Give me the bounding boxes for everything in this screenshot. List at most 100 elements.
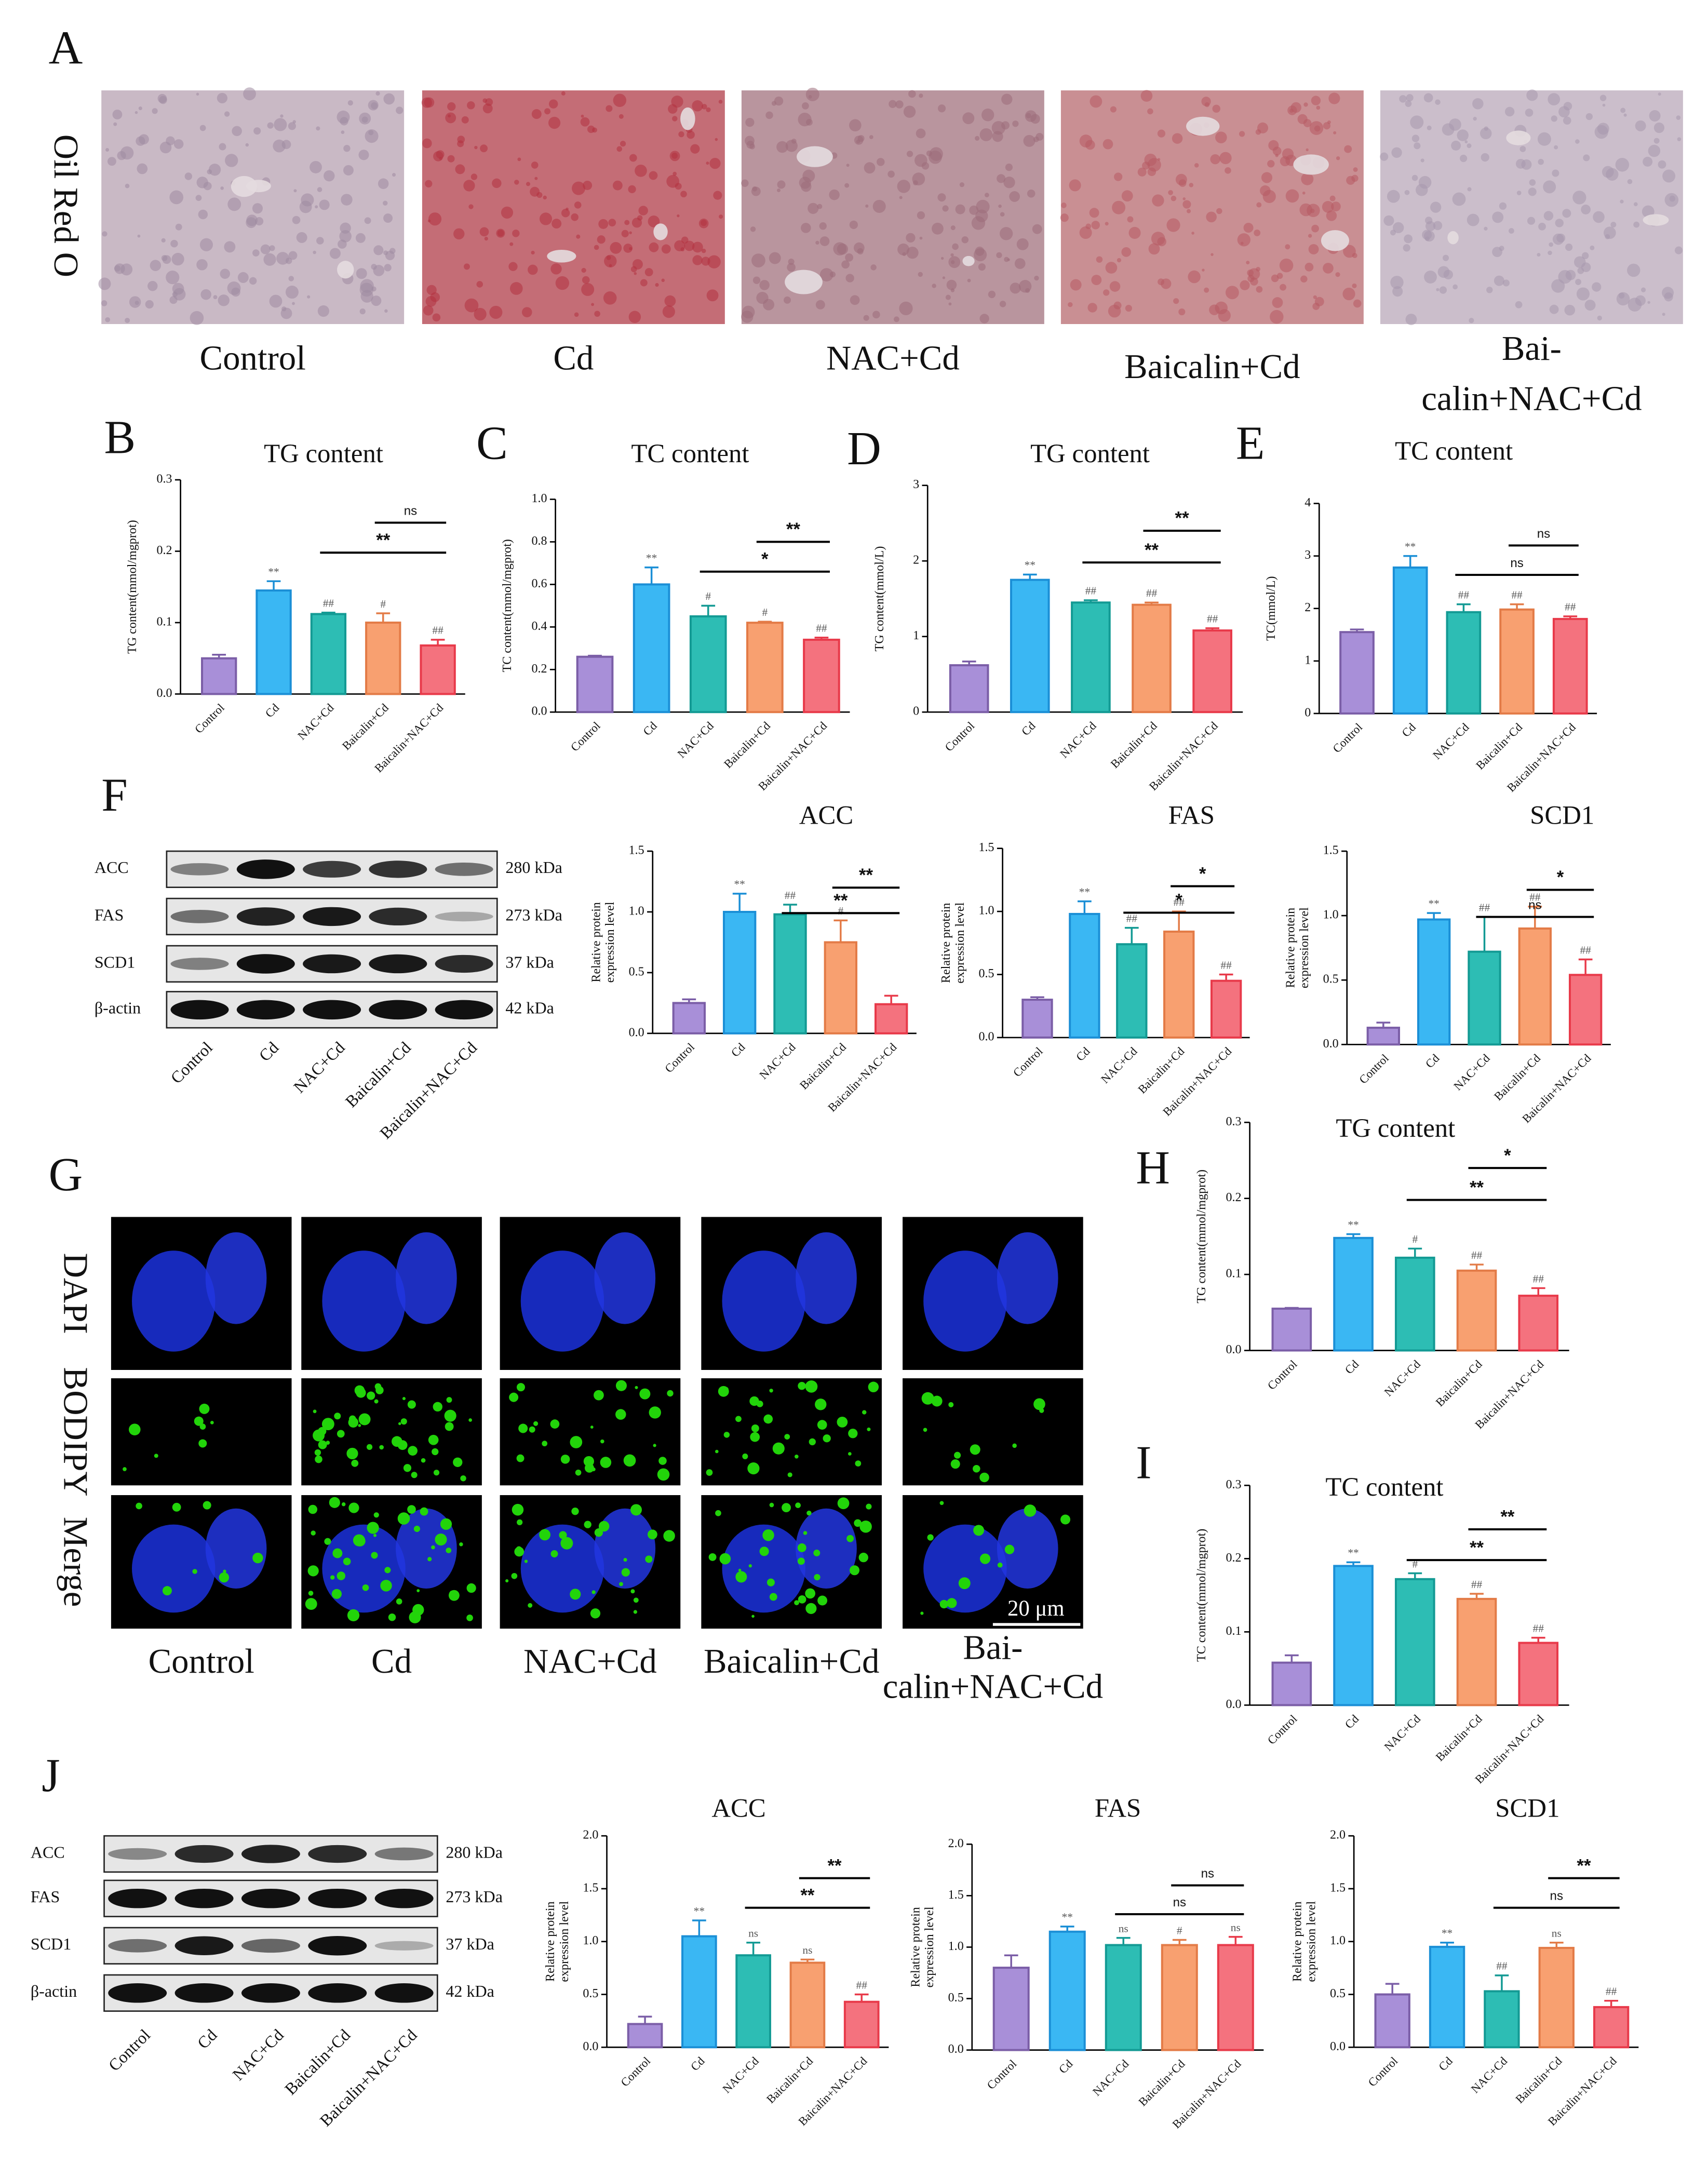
tissue-texture <box>603 291 617 305</box>
tissue-texture <box>310 160 322 173</box>
y-axis-label: TG content(mmol/mgprot) <box>126 520 139 654</box>
x-tick-label: Cd <box>263 701 282 720</box>
tissue-texture <box>1178 308 1186 316</box>
tissue-texture <box>1424 271 1437 284</box>
significance-label: ## <box>323 597 334 610</box>
tissue-texture <box>1257 122 1269 133</box>
tissue-texture <box>427 219 431 223</box>
bar <box>1069 912 1100 1039</box>
lipid-droplet <box>867 1427 871 1431</box>
lipid-droplet <box>314 1449 321 1456</box>
tissue-texture <box>1147 108 1153 115</box>
lipid-droplet <box>973 1464 980 1473</box>
tissue-texture <box>396 106 404 114</box>
tissue-texture <box>932 222 944 235</box>
tissue-texture <box>129 296 141 308</box>
lipid-droplet <box>766 1578 775 1587</box>
lipid-droplet <box>136 1502 142 1510</box>
tissue-texture <box>249 277 257 285</box>
tissue-texture <box>1191 232 1194 235</box>
y-tick-label: 0.1 <box>1226 1267 1241 1281</box>
tissue-texture <box>113 122 117 126</box>
y-tick-label: 0.0 <box>1226 1698 1241 1711</box>
tissue-texture <box>1178 179 1187 187</box>
tissue-texture <box>196 92 199 96</box>
tissue-texture <box>1256 286 1263 293</box>
tissue-texture <box>184 172 193 180</box>
nucleus <box>322 1251 406 1352</box>
comparison-label: * <box>1504 1146 1511 1166</box>
comparison-label: ** <box>1500 1508 1515 1527</box>
tissue-texture <box>107 157 116 166</box>
x-tick-label: Control <box>1265 1712 1300 1747</box>
tissue-texture <box>1430 201 1442 213</box>
tissue-texture <box>464 263 470 270</box>
tissue-texture <box>1443 254 1449 261</box>
tissue-texture <box>1648 144 1661 157</box>
lipid-droplet <box>658 1470 666 1478</box>
blot-band <box>303 861 361 878</box>
y-axis-label: expression level <box>953 903 967 984</box>
bar <box>803 638 840 714</box>
tissue-texture <box>819 236 830 246</box>
tissue-texture <box>706 162 709 165</box>
lipid-droplet <box>367 1522 379 1534</box>
vessel <box>1293 154 1329 175</box>
tissue-texture <box>120 146 134 160</box>
tissue-texture <box>371 286 376 292</box>
y-axis-label: TC content(mmol/mgprot) <box>501 539 514 672</box>
comparison-label: ** <box>833 891 848 911</box>
comparison-label: ** <box>1577 1856 1591 1876</box>
significance-label: ## <box>1606 1985 1617 1998</box>
tissue-texture <box>978 263 986 271</box>
tissue-texture <box>1399 95 1407 103</box>
lipid-droplet <box>518 1423 528 1433</box>
y-tick-label: 1.5 <box>978 841 994 854</box>
lipid-droplet <box>1039 1408 1044 1413</box>
protein-label: FAS <box>95 905 124 924</box>
blot-band <box>369 861 427 878</box>
y-tick-label: 3 <box>913 478 919 491</box>
panel-letter: F <box>101 769 128 821</box>
tissue-texture <box>1301 172 1314 185</box>
significance-label: ** <box>1025 559 1035 571</box>
tissue-texture <box>649 171 658 180</box>
bar <box>992 1967 1030 2051</box>
tissue-texture <box>1023 135 1035 147</box>
tissue-texture <box>829 189 840 200</box>
lipid-droplet <box>633 1610 638 1614</box>
comparison-label: ** <box>376 531 391 550</box>
tissue-texture <box>1068 302 1073 307</box>
tissue-texture <box>373 245 384 256</box>
y-tick-label: 0.0 <box>978 1030 994 1043</box>
lipid-droplet <box>199 1403 210 1414</box>
tissue-texture <box>422 138 432 149</box>
tissue-texture <box>706 289 719 302</box>
vessel <box>653 223 668 240</box>
error-bar <box>1030 996 1044 1000</box>
tissue-texture <box>919 236 923 240</box>
blot-band <box>174 1888 234 1908</box>
tissue-texture <box>668 104 678 114</box>
tissue-texture <box>678 131 684 138</box>
group-label: NAC+Cd <box>826 339 960 378</box>
lipid-droplet <box>351 1459 359 1467</box>
tissue-texture <box>1581 262 1591 272</box>
bar <box>672 1002 706 1034</box>
tissue-texture <box>906 247 919 259</box>
comparison-label: ns <box>1201 1866 1214 1880</box>
bar <box>1593 2006 1630 2049</box>
lipid-droplet <box>715 1510 721 1516</box>
tissue-texture <box>1279 258 1294 273</box>
tissue-texture <box>455 164 465 174</box>
panel-letter: C <box>476 416 508 469</box>
panel-letter: I <box>1136 1436 1151 1488</box>
tissue-texture <box>424 97 435 108</box>
blot-band <box>174 1936 234 1955</box>
y-axis-label: expression level <box>603 902 617 983</box>
nucleus <box>396 1232 457 1324</box>
lipid-droplet <box>1060 1514 1071 1525</box>
lipid-droplet <box>431 1545 435 1550</box>
y-axis-label: TG content(mmol/mgprot) <box>1195 1169 1208 1303</box>
tissue-texture <box>526 182 531 186</box>
